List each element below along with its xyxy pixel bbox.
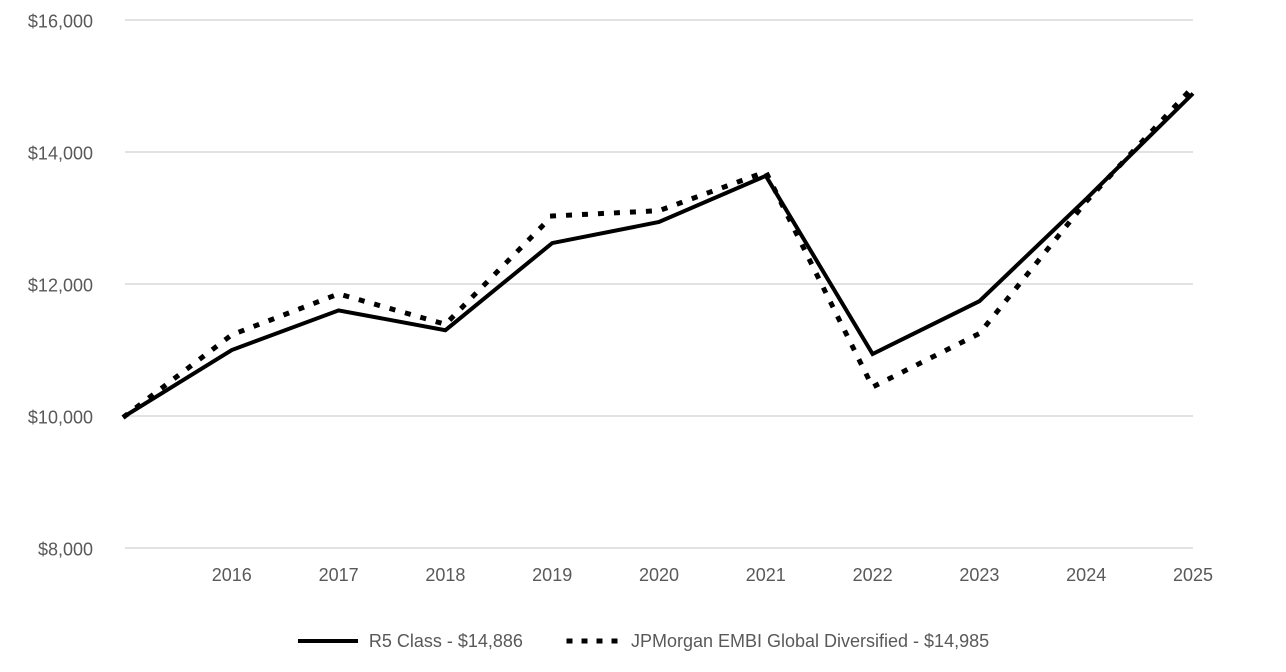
y-tick-label: $8,000 bbox=[38, 540, 93, 560]
legend-item-r5-class: R5 Class - $14,886 bbox=[297, 631, 523, 652]
series-line-r5-class bbox=[123, 92, 1195, 418]
x-tick-label: 2016 bbox=[212, 565, 252, 585]
legend-label-r5-class: R5 Class - $14,886 bbox=[368, 630, 523, 651]
x-tick-label: 2017 bbox=[319, 565, 359, 585]
chart-legend: R5 Class - $14,886 JPMorgan EMBI Global … bbox=[0, 620, 1286, 662]
x-tick-label: 2021 bbox=[746, 565, 786, 585]
y-tick-label: $16,000 bbox=[28, 12, 93, 32]
y-tick-label: $12,000 bbox=[28, 276, 93, 296]
x-tick-label: 2025 bbox=[1173, 565, 1213, 585]
dotted-line-swatch-icon bbox=[566, 638, 621, 644]
x-tick-label: 2022 bbox=[853, 565, 893, 585]
line-chart: $8,000$10,000$12,000$14,000$16,000 2016 2… bbox=[28, 12, 1213, 586]
y-axis-labels: $8,000 $10,000 $12,000 $14,000 $16,000 bbox=[28, 12, 93, 560]
x-tick-label: 2023 bbox=[959, 565, 999, 585]
series-lines bbox=[121, 83, 1197, 420]
gridlines bbox=[125, 19, 1193, 549]
x-tick-label: 2019 bbox=[532, 565, 572, 585]
series-line-benchmark bbox=[121, 83, 1197, 420]
x-tick-label: 2024 bbox=[1066, 565, 1106, 585]
legend-label-benchmark: JPMorgan EMBI Global Diversified - $14,9… bbox=[630, 630, 990, 651]
y-tick-label: $10,000 bbox=[28, 408, 93, 428]
x-tick-label: 2018 bbox=[425, 565, 465, 585]
x-axis-labels: 2016 2017 2018 2019 2020 2021 2022 2023 2024 2025 bbox=[212, 565, 1213, 585]
legend-item-benchmark: JPMorgan EMBI Global Diversified - $14,9… bbox=[565, 631, 989, 652]
y-tick-label: $14,000 bbox=[28, 144, 93, 164]
x-tick-label: 2020 bbox=[639, 565, 679, 585]
solid-line-swatch-icon bbox=[297, 639, 358, 643]
